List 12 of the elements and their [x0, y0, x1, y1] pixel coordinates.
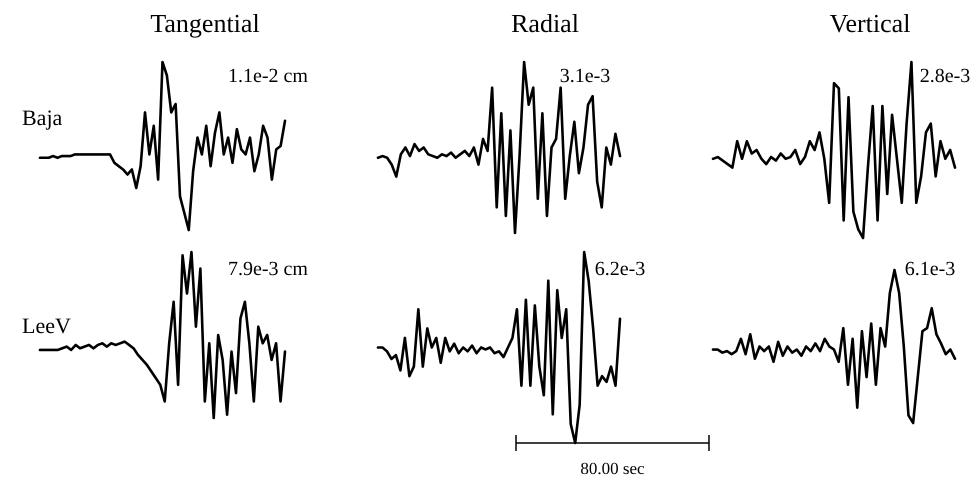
annotation: 6.1e-3 [904, 258, 956, 280]
y-axis-title: LeeV [22, 313, 71, 338]
chart-title: Tangential [150, 9, 260, 38]
annotation: 6.2e-3 [594, 258, 646, 280]
text: 80.00 sec [580, 459, 646, 478]
annotation: 1.1e-2 cm [228, 65, 308, 87]
annotation: 3.1e-3 [560, 65, 610, 87]
chart-title: Vertical [830, 9, 910, 38]
annotation: 2.8e-3 [920, 65, 970, 87]
y-axis-title: Baja [22, 105, 63, 130]
annotation: 7.9e-3 cm [228, 258, 308, 280]
chart-title: Radial [511, 9, 579, 38]
